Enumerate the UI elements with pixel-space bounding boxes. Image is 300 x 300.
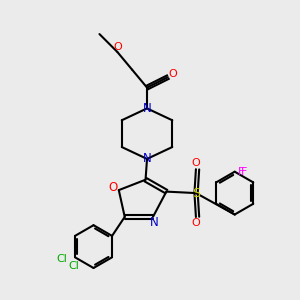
- Text: N: N: [143, 102, 152, 115]
- Text: O: O: [113, 42, 122, 52]
- Text: O: O: [109, 181, 118, 194]
- Text: Cl: Cl: [57, 254, 68, 264]
- Text: Cl: Cl: [68, 261, 79, 271]
- Text: O: O: [192, 158, 200, 168]
- Text: F: F: [240, 167, 247, 177]
- Text: F: F: [238, 167, 244, 177]
- Text: O: O: [169, 69, 178, 79]
- Text: O: O: [192, 218, 200, 228]
- Text: S: S: [192, 187, 200, 200]
- Text: N: N: [143, 152, 152, 165]
- Text: N: N: [150, 216, 159, 229]
